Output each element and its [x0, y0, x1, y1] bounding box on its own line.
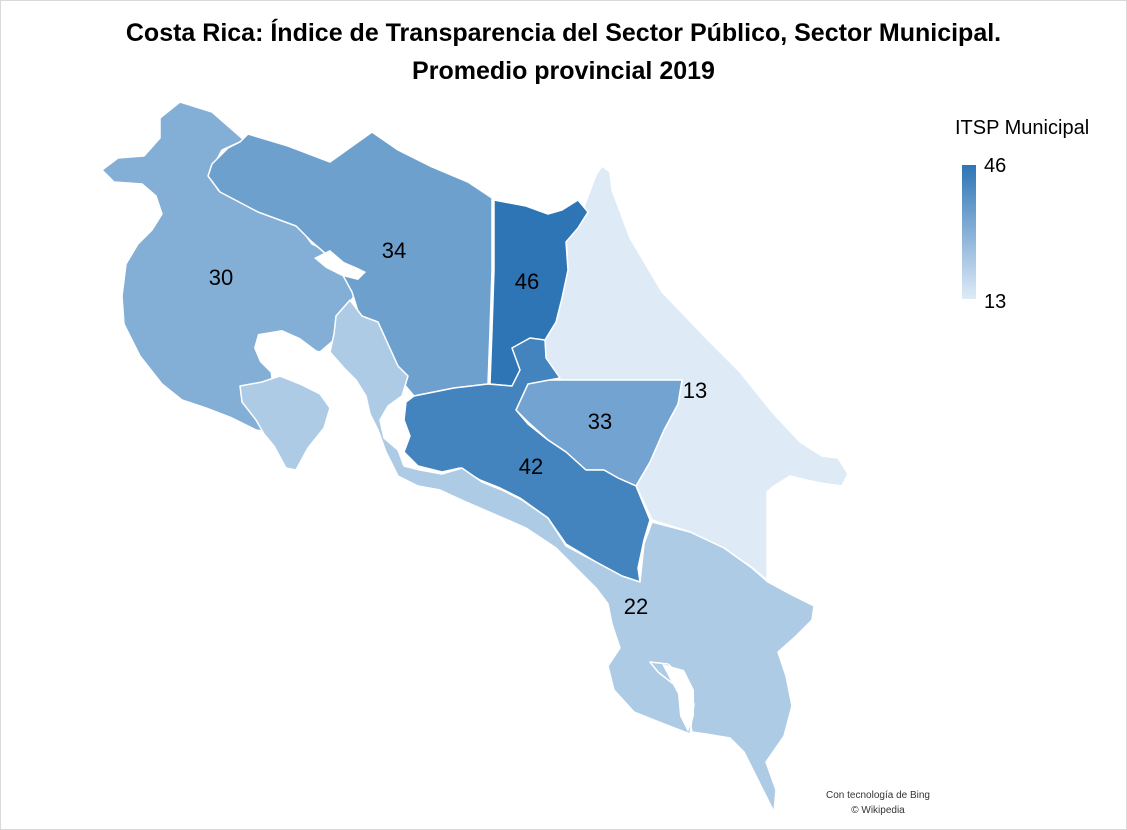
golfo-dulce	[662, 664, 694, 732]
lake-arenal	[314, 250, 366, 280]
map-attribution: Con tecnología de Bing © Wikipedia	[820, 788, 936, 818]
legend-max-label: 46	[984, 155, 1007, 177]
region-puntarenas[interactable]	[329, 299, 815, 813]
region-puntarenas-nicoya[interactable]	[239, 375, 331, 471]
region-value-label: 22	[624, 594, 648, 619]
chart-title-line1: Costa Rica: Índice de Transparencia del …	[125, 19, 1002, 47]
region-value-label: 42	[519, 454, 543, 479]
attribution-bing: Con tecnología de Bing	[826, 790, 930, 801]
region-value-label: 34	[382, 238, 406, 263]
legend-title: ITSP Municipal	[955, 117, 1090, 139]
chart-title-line2: Promedio provincial 2019	[412, 57, 715, 85]
attribution-wikipedia: © Wikipedia	[851, 805, 905, 816]
region-value-label: 30	[209, 265, 233, 290]
legend-min-label: 13	[984, 291, 1007, 313]
region-value-label: 13	[683, 378, 707, 403]
gulf-of-nicoya	[254, 330, 332, 386]
region-value-label: 46	[515, 269, 539, 294]
chart-title: Costa Rica: Índice de Transparencia del …	[0, 14, 1127, 90]
region-value-label: 33	[588, 409, 612, 434]
legend-color-scale	[962, 165, 976, 299]
